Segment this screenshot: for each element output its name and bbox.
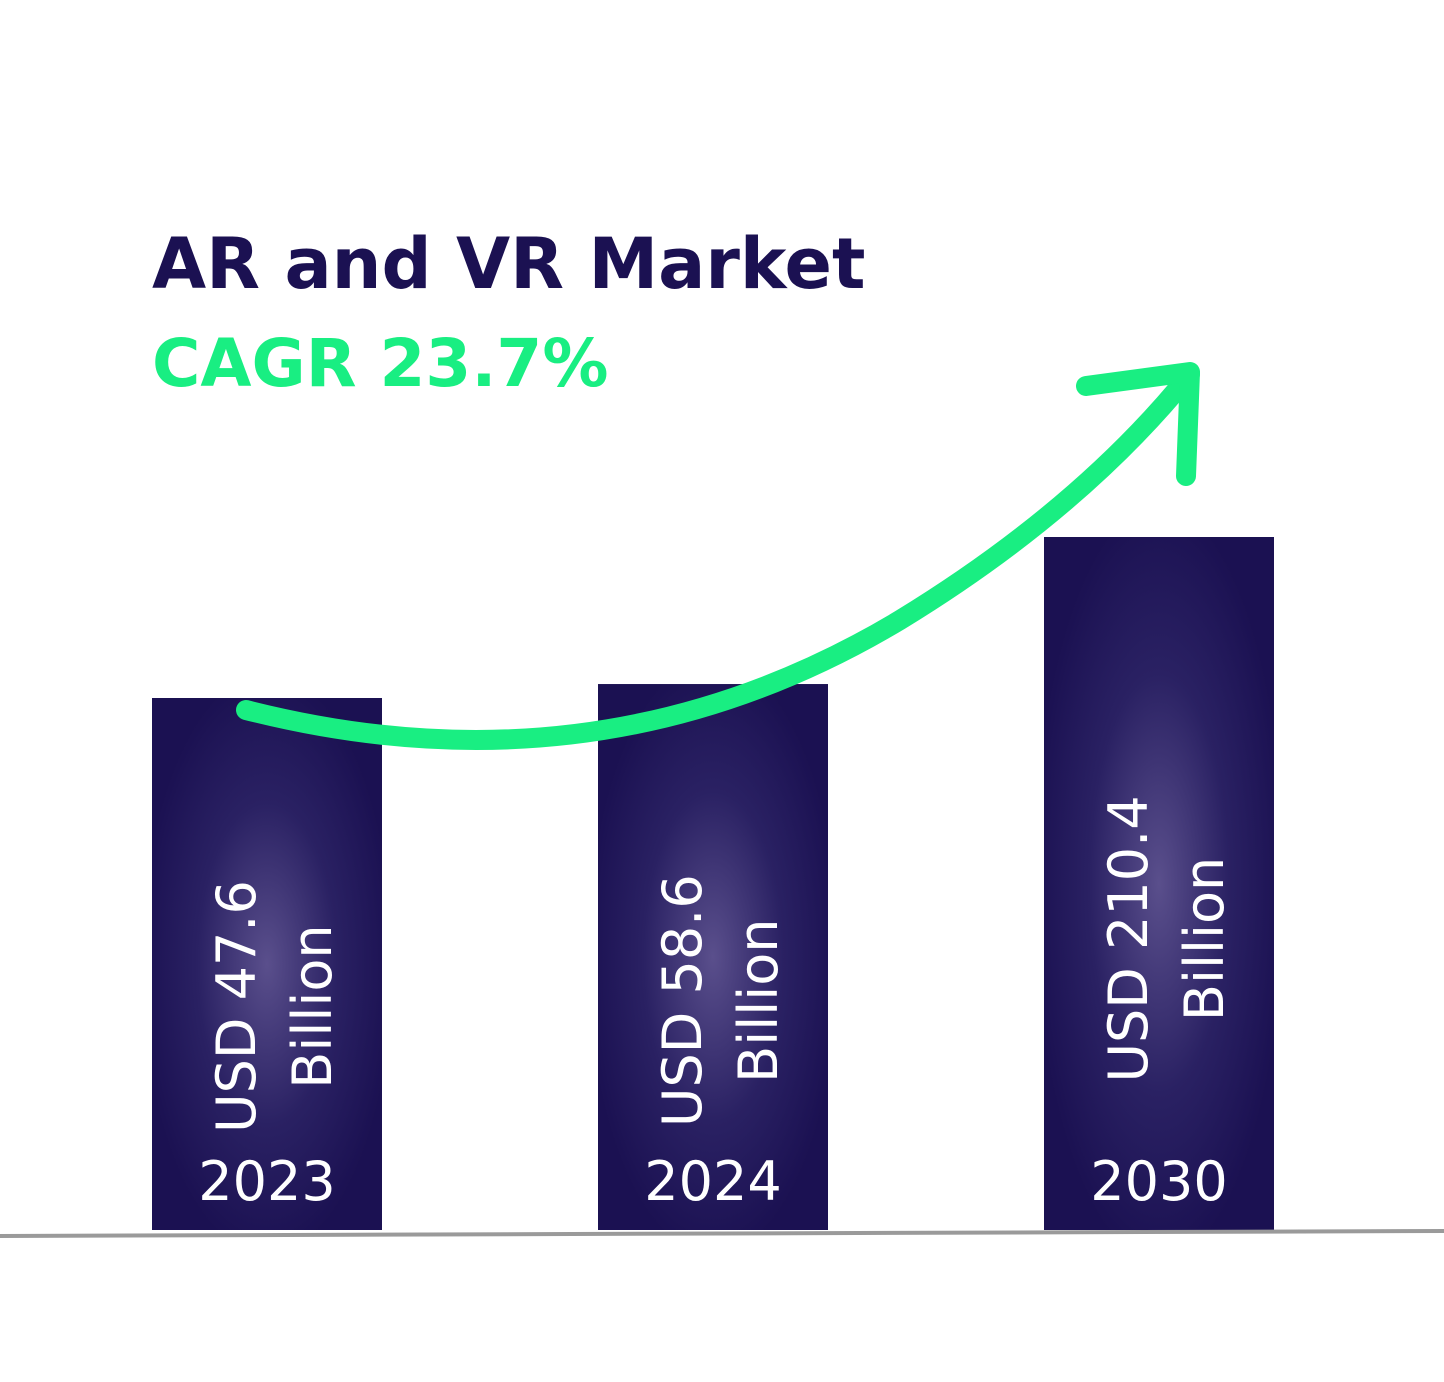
value-label-line: USD 58.6 — [651, 874, 714, 1127]
cagr-subtitle: CAGR 23.7% — [152, 325, 608, 402]
trend-arrow-curve — [236, 364, 1200, 750]
bar-2030 — [1044, 537, 1274, 1230]
year-label-2023: 2023 — [198, 1150, 335, 1213]
value-label-2024: USD 58.6 Billion — [651, 874, 790, 1127]
chart-baseline — [0, 1229, 1444, 1238]
bar-2023 — [152, 698, 382, 1230]
value-label-2030: USD 210.4 Billion — [1097, 795, 1236, 1082]
value-label-line: Billion — [727, 919, 790, 1083]
year-label-2024: 2024 — [644, 1150, 781, 1213]
bar-2024 — [598, 684, 828, 1230]
bar-group-2030: USD 210.4 Billion 2030 — [1044, 537, 1274, 1230]
value-label-line: Billion — [281, 924, 344, 1088]
bar-group-2024: USD 58.6 Billion 2024 — [598, 684, 828, 1230]
value-label-line: USD 47.6 — [205, 880, 268, 1133]
value-label-2023: USD 47.6 Billion — [205, 880, 344, 1133]
value-label-line: USD 210.4 — [1097, 795, 1160, 1082]
value-label-line: Billion — [1173, 857, 1236, 1021]
bar-group-2023: USD 47.6 Billion 2023 — [152, 698, 382, 1230]
year-label-2030: 2030 — [1090, 1150, 1227, 1213]
trend-arrow-head — [1076, 362, 1200, 486]
chart-title: AR and VR Market — [152, 223, 865, 305]
